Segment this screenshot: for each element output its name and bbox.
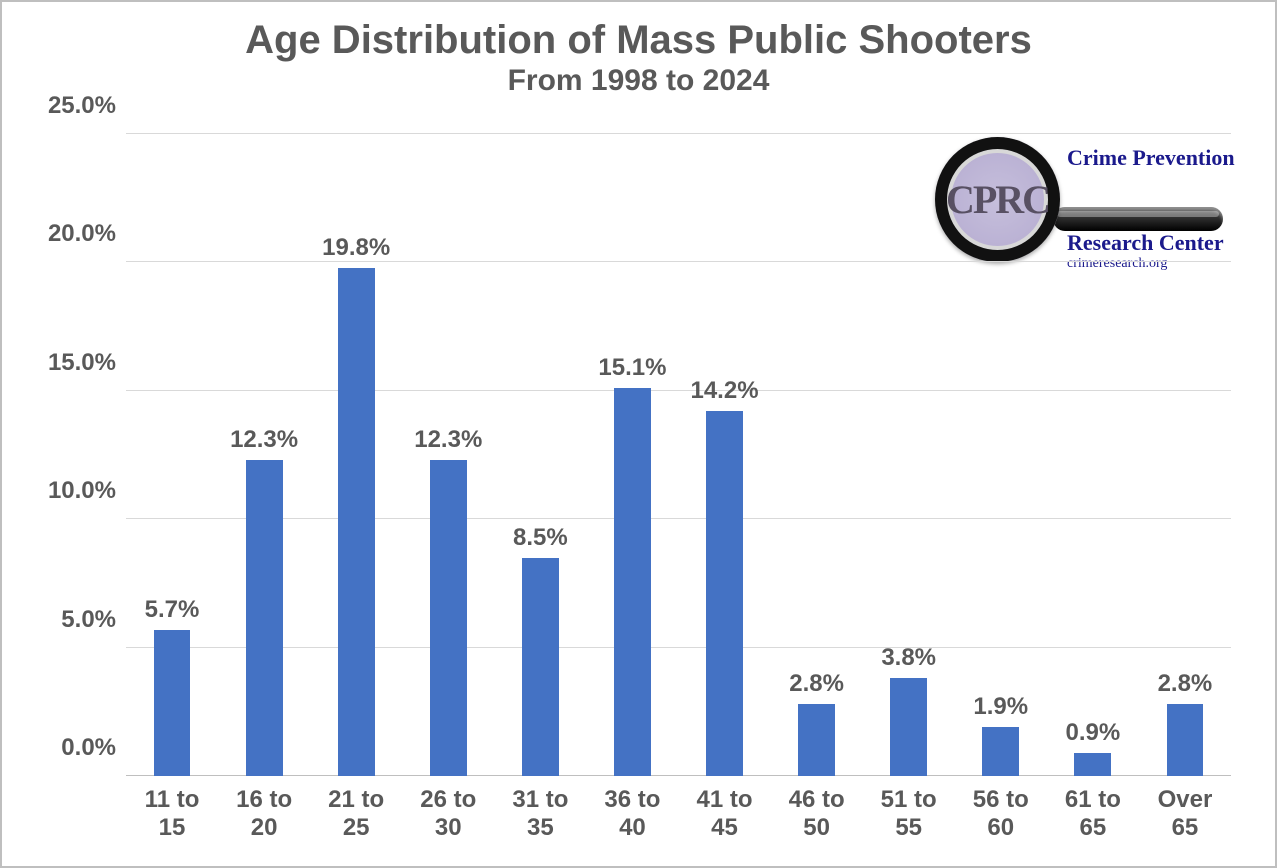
y-axis-label: 10.0%	[48, 477, 126, 505]
plot-area: 0.0%5.0%10.0%15.0%20.0%25.0%5.7%11 to 15…	[126, 134, 1231, 776]
bar-slot: 1.9%56 to 60	[955, 134, 1047, 776]
x-axis-label: 31 to 35	[512, 786, 568, 841]
bar: 8.5%	[522, 558, 559, 776]
y-axis-label: 15.0%	[48, 349, 126, 377]
x-axis-label: 41 to 45	[697, 786, 753, 841]
x-axis-label: 26 to 30	[420, 786, 476, 841]
y-axis-label: 20.0%	[48, 220, 126, 248]
bar: 0.9%	[1074, 753, 1111, 776]
title-block: Age Distribution of Mass Public Shooters…	[2, 2, 1275, 97]
bar: 3.8%	[890, 678, 927, 776]
bar-slot: 2.8%Over 65	[1139, 134, 1231, 776]
bar-slot: 14.2%41 to 45	[679, 134, 771, 776]
bar-value-label: 0.9%	[1065, 719, 1120, 747]
chart-title: Age Distribution of Mass Public Shooters	[2, 18, 1275, 62]
bar-value-label: 1.9%	[973, 693, 1028, 721]
bar-slot: 12.3%16 to 20	[218, 134, 310, 776]
bar-slot: 0.9%61 to 65	[1047, 134, 1139, 776]
y-axis-label: 0.0%	[61, 734, 126, 762]
y-axis-label: 25.0%	[48, 92, 126, 120]
bar-value-label: 14.2%	[690, 377, 758, 405]
x-axis-label: 61 to 65	[1065, 786, 1121, 841]
bar-value-label: 2.8%	[1158, 670, 1213, 698]
x-axis-label: 36 to 40	[604, 786, 660, 841]
x-axis-label: 56 to 60	[973, 786, 1029, 841]
bar-value-label: 15.1%	[598, 354, 666, 382]
bar: 12.3%	[246, 460, 283, 776]
bar: 2.8%	[1167, 704, 1204, 776]
bar-value-label: 3.8%	[881, 644, 936, 672]
x-axis-label: 21 to 25	[328, 786, 384, 841]
x-axis-label: 51 to 55	[881, 786, 937, 841]
bar: 14.2%	[706, 411, 743, 776]
bar-slot: 12.3%26 to 30	[402, 134, 494, 776]
bar-value-label: 2.8%	[789, 670, 844, 698]
bar-value-label: 19.8%	[322, 234, 390, 262]
x-axis-label: 11 to 15	[145, 786, 200, 841]
bar: 1.9%	[982, 727, 1019, 776]
x-axis-label: Over 65	[1158, 786, 1213, 841]
plot-wrap: 0.0%5.0%10.0%15.0%20.0%25.0%5.7%11 to 15…	[26, 134, 1251, 846]
bar-value-label: 8.5%	[513, 524, 568, 552]
bar-value-label: 12.3%	[230, 426, 298, 454]
bar-slot: 2.8%46 to 50	[771, 134, 863, 776]
chart-subtitle: From 1998 to 2024	[2, 64, 1275, 97]
x-axis-label: 46 to 50	[789, 786, 845, 841]
bar-slot: 3.8%51 to 55	[863, 134, 955, 776]
bar-value-label: 5.7%	[145, 596, 200, 624]
bar: 15.1%	[614, 388, 651, 776]
bar: 12.3%	[430, 460, 467, 776]
bar: 19.8%	[338, 268, 375, 776]
bar-slot: 5.7%11 to 15	[126, 134, 218, 776]
bar: 5.7%	[154, 630, 191, 776]
bar-slot: 19.8%21 to 25	[310, 134, 402, 776]
chart-frame: Age Distribution of Mass Public Shooters…	[0, 0, 1277, 868]
bar-slot: 8.5%31 to 35	[494, 134, 586, 776]
y-axis-label: 5.0%	[61, 606, 126, 634]
x-axis-label: 16 to 20	[236, 786, 292, 841]
bar-slot: 15.1%36 to 40	[586, 134, 678, 776]
bar-value-label: 12.3%	[414, 426, 482, 454]
bar: 2.8%	[798, 704, 835, 776]
